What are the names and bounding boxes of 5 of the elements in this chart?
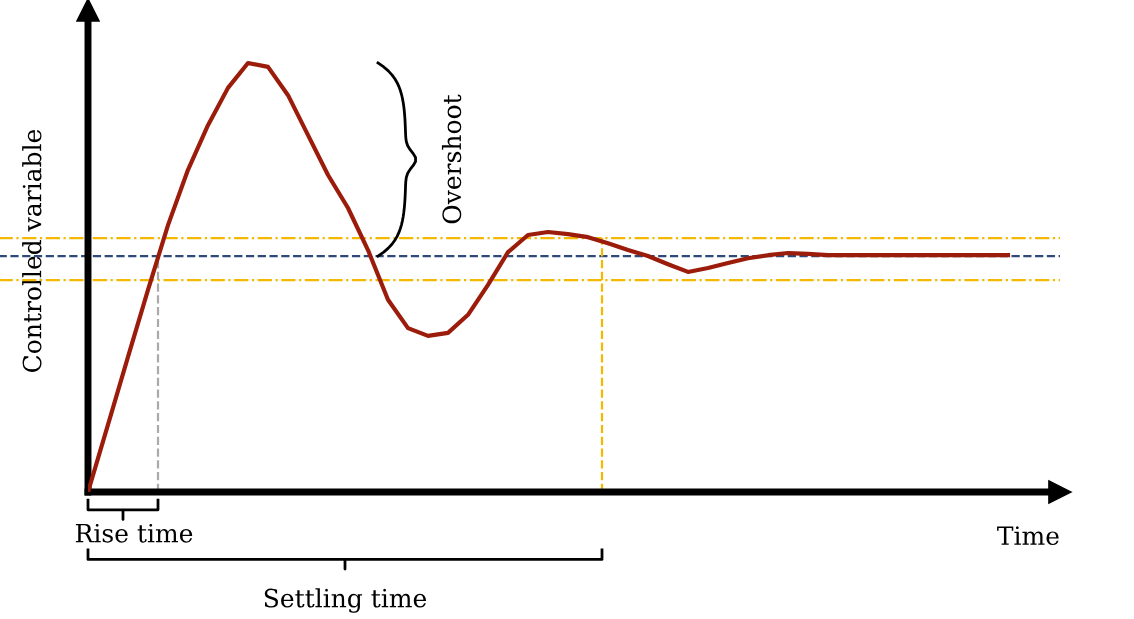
annotation: Overshoot bbox=[441, 94, 462, 224]
text: Rise time bbox=[75, 523, 193, 543]
y-axis-title: Controlled variable bbox=[22, 129, 42, 372]
x-axis-title: Time bbox=[997, 526, 1059, 546]
text: Settling time bbox=[264, 588, 427, 613]
